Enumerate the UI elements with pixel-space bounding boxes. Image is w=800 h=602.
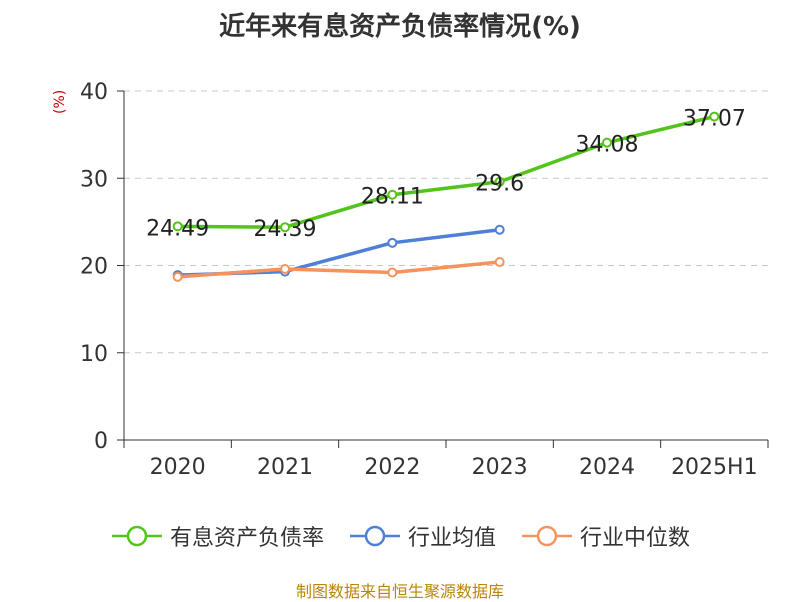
data-point xyxy=(387,267,398,278)
x-tick-label: 2022 xyxy=(364,455,420,480)
chart-legend: 有息资产负债率 行业均值 行业中位数 xyxy=(0,520,800,552)
data-point xyxy=(172,271,183,282)
data-point xyxy=(494,176,505,187)
legend-swatch xyxy=(111,525,162,547)
data-point xyxy=(494,257,505,268)
legend-label: 有息资产负债率 xyxy=(169,526,324,551)
legend-label: 行业均值 xyxy=(407,526,496,551)
legend-swatch xyxy=(522,525,572,547)
data-point xyxy=(387,189,398,200)
x-tick-label: 2025H1 xyxy=(671,455,758,480)
chart-title: 近年来有息资产负债率情况(%) xyxy=(219,12,581,42)
data-point xyxy=(387,237,398,248)
x-tick-label: 2020 xyxy=(150,455,206,480)
series-line xyxy=(177,260,500,279)
y-tick-label: 10 xyxy=(80,342,108,367)
data-label: 29.6 xyxy=(475,172,524,197)
legend-label: 行业中位数 xyxy=(580,526,691,551)
legend-swatch xyxy=(349,525,400,547)
data-label: 24.49 xyxy=(146,216,209,241)
data-point xyxy=(709,111,720,122)
data-point xyxy=(172,221,183,232)
x-tick-label: 2021 xyxy=(257,455,313,480)
data-point xyxy=(602,137,612,148)
legend-item: 行业中位数 xyxy=(520,520,690,552)
data-source-note: 制图数据来自恒生聚源数据库 xyxy=(295,582,504,601)
y-tick-label: 0 xyxy=(94,429,108,454)
data-point xyxy=(494,224,505,235)
data-point xyxy=(280,222,290,233)
data-label: 34.08 xyxy=(576,133,639,158)
legend-item: 行业均值 xyxy=(348,520,496,552)
data-point xyxy=(280,263,290,274)
x-tick-label: 2024 xyxy=(579,455,635,480)
legend-swatch-marker xyxy=(364,525,386,547)
data-label: 28.11 xyxy=(361,185,424,210)
legend-swatch-marker xyxy=(126,525,148,547)
x-tick-label: 2023 xyxy=(472,455,528,480)
y-tick-label: 30 xyxy=(80,167,108,192)
legend-item: 有息资产负债率 xyxy=(110,520,324,552)
y-tick-label: 20 xyxy=(80,255,108,280)
y-tick-label: 40 xyxy=(80,80,108,105)
data-label: 24.39 xyxy=(254,217,317,242)
data-label: 37.07 xyxy=(683,107,746,132)
legend-swatch-marker xyxy=(536,525,558,547)
series-line xyxy=(177,114,715,229)
